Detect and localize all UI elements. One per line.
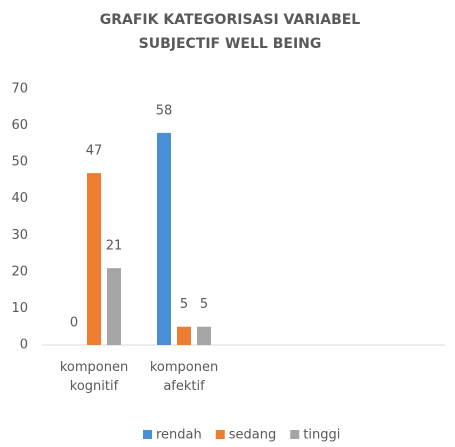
y-tick-label: 0 [20,338,28,353]
legend-label: sedang [229,428,276,443]
x-tick-label: komponen kognitif [59,360,129,394]
title-box: GRAFIK KATEGORISASI VARIABEL SUBJECTIF W… [99,12,361,52]
data-label: 5 [180,297,188,312]
y-tick-label: 30 [11,228,28,243]
bar [87,173,101,345]
data-label: 5 [200,297,208,312]
y-tick-label: 10 [11,301,28,316]
bar [107,268,121,345]
x-label-box: komponen kognitif [59,360,129,394]
legend-swatch [143,430,152,439]
legend-label: rendah [156,428,202,443]
y-tick-label: 50 [11,155,28,170]
bar [157,132,171,345]
data-label: 21 [106,239,123,254]
bar [177,326,191,345]
data-label: 0 [70,316,78,331]
y-tick-label: 40 [11,191,28,206]
legend-label: tinggi [303,428,340,443]
chart-title: GRAFIK KATEGORISASI VARIABEL SUBJECTIF W… [99,12,361,52]
data-label: 58 [156,103,173,118]
data-label: 47 [86,144,103,159]
legend-swatch [215,430,225,439]
y-tick-label: 60 [11,118,28,133]
x-label-box: komponen afektif [149,360,219,394]
x-tick-label: komponen afektif [149,360,219,394]
y-tick-label: 70 [11,82,28,97]
y-tick-label: 20 [11,264,28,279]
bar [197,326,211,345]
legend-swatch [290,430,300,439]
